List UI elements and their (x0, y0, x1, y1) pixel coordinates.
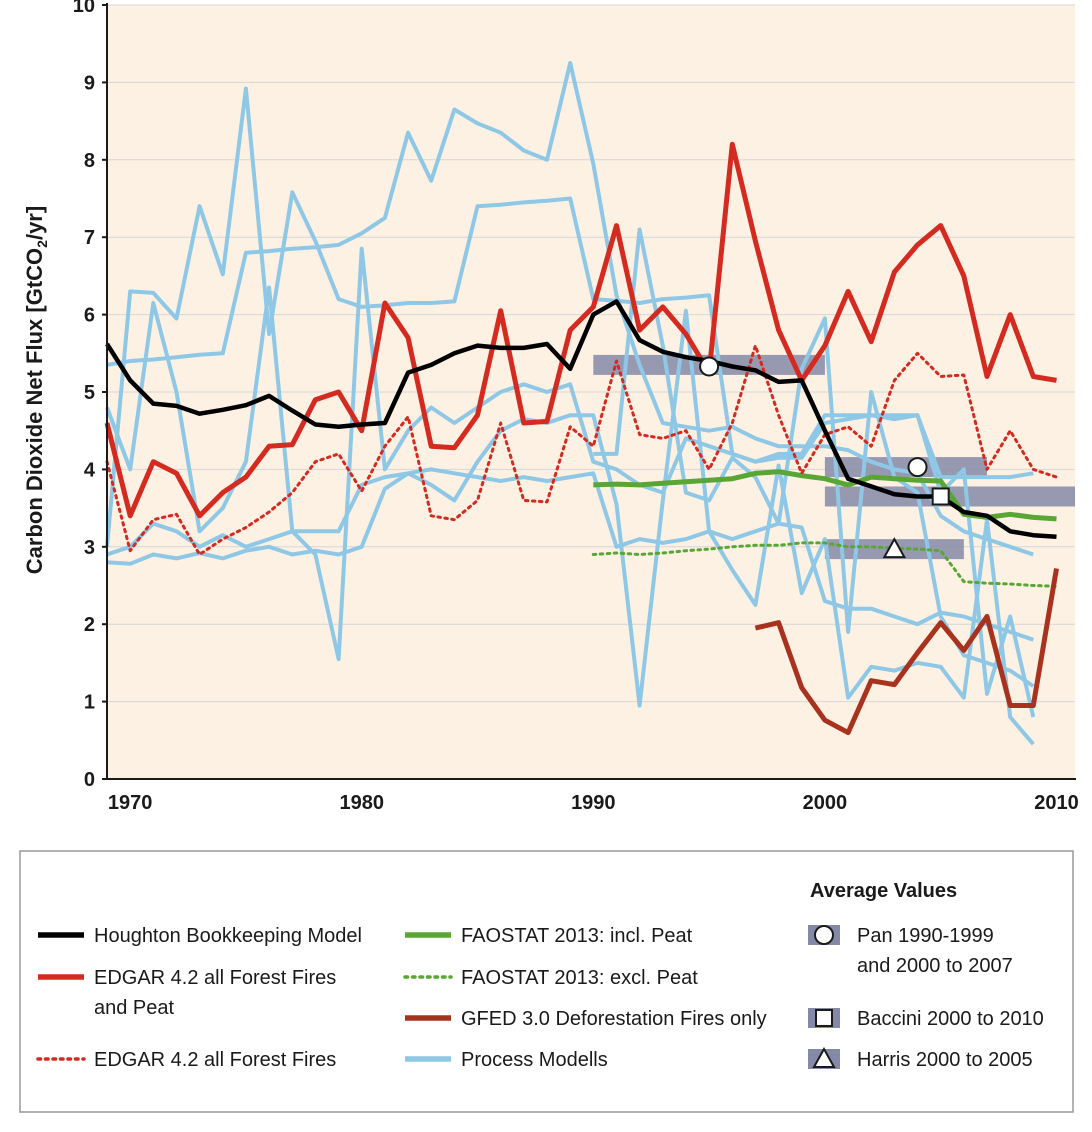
legend-average-label: Pan 1990-1999 (857, 925, 994, 947)
y-tick-label: 4 (84, 459, 96, 481)
y-tick-label: 10 (73, 0, 95, 17)
y-tick-label: 3 (84, 537, 95, 559)
x-tick-label: 1990 (571, 792, 616, 814)
y-tick-label: 2 (84, 614, 95, 636)
series-line (106, 467, 1034, 642)
average-markers (699, 356, 950, 559)
series-line (105, 299, 1057, 539)
legend-title: Average Values (810, 880, 957, 902)
legend-box: Houghton Bookkeeping Model EDGAR 4.2 all … (19, 850, 1074, 1113)
series-line (105, 344, 1058, 556)
legend-frame (19, 850, 1074, 1113)
y-axis-label: Carbon Dioxide Net Flux [GtCO2/yr] (22, 206, 50, 574)
legend-average-label: Baccini 2000 to 2010 (857, 1008, 1044, 1030)
circle-marker (699, 356, 720, 377)
series-lines (104, 61, 1059, 746)
series-line (591, 541, 1058, 588)
triangle-marker (882, 537, 907, 559)
series-line (104, 141, 1057, 519)
legend-average-label-line2: and 2000 to 2007 (857, 955, 1013, 977)
tick-labels: 0 1 2 3 4 5 6 7 8 9 10 1970 1980 1990 2000 2010 (73, 0, 1079, 814)
legend-label: EDGAR 4.2 all Forest Fires (94, 967, 336, 989)
legend-label: FAOSTAT 2013: incl. Peat (461, 925, 693, 947)
y-tick-label: 1 (84, 692, 95, 714)
x-tick-label: 1970 (108, 792, 153, 814)
x-tick-label: 1980 (339, 792, 384, 814)
circle-marker (907, 457, 928, 478)
y-tick-label: 5 (84, 382, 95, 404)
x-tick-label: 2010 (1034, 792, 1079, 814)
square-marker (931, 487, 950, 506)
y-tick-label: 8 (84, 150, 95, 172)
x-tick-label: 2000 (803, 792, 848, 814)
legend-circle-marker (814, 925, 834, 945)
legend-label: Process Modells (461, 1049, 608, 1071)
legend-square-marker (815, 1009, 833, 1027)
y-tick-label: 6 (84, 305, 95, 327)
legend-label: Houghton Bookkeeping Model (94, 925, 362, 947)
legend-label: GFED 3.0 Deforestation Fires only (461, 1008, 767, 1030)
y-tick-label: 9 (84, 72, 95, 94)
legend-triangle-marker (812, 1046, 836, 1068)
series-line (754, 568, 1059, 736)
legend-average-label: Harris 2000 to 2005 (857, 1049, 1033, 1071)
y-tick-label: 7 (84, 227, 95, 249)
y-tick-label: 0 (84, 769, 95, 791)
legend-label-line2: and Peat (94, 997, 175, 1019)
legend-entries: Houghton Bookkeeping Model EDGAR 4.2 all … (36, 925, 1044, 1071)
series-line (106, 308, 1035, 746)
legend-label: EDGAR 4.2 all Forest Fires (94, 1049, 336, 1071)
legend-label: FAOSTAT 2013: excl. Peat (461, 967, 698, 989)
